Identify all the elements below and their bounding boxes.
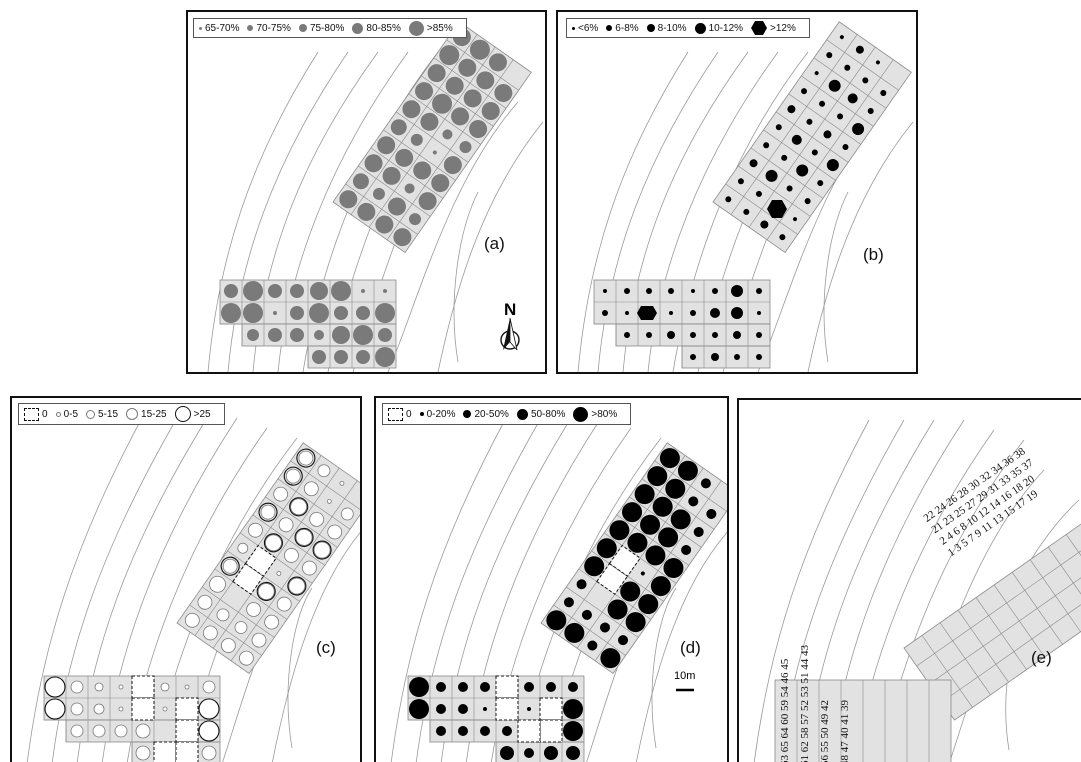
legend-symbol [572, 26, 575, 30]
legend-label: 8-10% [657, 22, 687, 34]
legend-label: 70-75% [256, 22, 291, 34]
panel-e-map [753, 419, 1081, 762]
panel-label-d: (d) [680, 638, 701, 657]
legend-symbol [419, 412, 424, 416]
panel-b: <6% 6-8% 8-10% 10-12% >12% (b) [556, 10, 918, 374]
legend-label: 10-12% [708, 22, 744, 34]
legend-label: <6% [578, 22, 599, 34]
panel-b-map [577, 21, 914, 372]
panel-c: 0 0-5 5-15 15-25 >25 (c) [10, 396, 362, 762]
panel-label-e: (e) [1031, 648, 1052, 667]
legend-label: 0-5 [63, 408, 79, 420]
legend-label: 0 [406, 408, 412, 420]
legend-a: 65-70% 70-75% 75-80% 80-85% >85% [193, 18, 467, 38]
legend-symbol [86, 409, 96, 419]
legend-symbol [463, 410, 472, 418]
panel-label-c: (c) [316, 638, 336, 657]
legend-label: 65-70% [205, 22, 240, 34]
lower-grid [219, 279, 397, 369]
panel-d: 0 0-20% 20-50% 50-80% >80% (d) 10m [374, 396, 729, 762]
grid-row: 48 47 40 41 39 [839, 700, 851, 762]
legend-label: 50-80% [530, 408, 566, 420]
legend-symbol [298, 24, 307, 32]
legend-label: 0 [42, 408, 48, 420]
legend-label: >12% [770, 22, 796, 34]
hexagon-icon [751, 21, 768, 35]
legend-c: 0 0-5 5-15 15-25 >25 [18, 403, 225, 425]
legend-label: 5-15 [98, 408, 119, 420]
legend-label: 80-85% [366, 22, 401, 34]
panel-label-a: (a) [484, 234, 505, 253]
scale-label: 10m [674, 670, 696, 682]
legend-symbol [606, 25, 613, 31]
legend-label: 6-8% [615, 22, 639, 34]
legend-symbol [55, 411, 61, 417]
north-arrow-icon [500, 317, 520, 351]
legend-symbol [646, 24, 655, 32]
legend-symbol [247, 25, 254, 31]
legend-symbol [573, 406, 589, 422]
grid-row: 61 62 58 57 52 53 51 44 43 [799, 645, 811, 762]
legend-symbol [199, 26, 202, 30]
panel-e: (e) 22 24 26 28 30 32 34 36 38 21 23 25 … [737, 398, 1081, 762]
dashed-square-icon [24, 407, 39, 421]
legend-symbol [694, 22, 706, 34]
legend-label: >25 [193, 408, 211, 420]
grid-row: 63 65 64 60 59 54 46 45 [779, 658, 791, 762]
grid-row: 56 55 50 49 42 [819, 700, 831, 762]
legend-symbol [352, 22, 364, 34]
legend-label: 20-50% [474, 408, 509, 420]
legend-label: >85% [426, 22, 453, 34]
legend-b: <6% 6-8% 8-10% 10-12% >12% [566, 18, 810, 38]
legend-label: >80% [591, 408, 618, 420]
upper-grid [332, 21, 532, 254]
legend-label: 0-20% [426, 408, 456, 420]
panel-d-map [390, 417, 727, 762]
legend-symbol [408, 20, 424, 36]
dashed-square-icon [388, 407, 403, 421]
legend-symbol [516, 408, 528, 420]
grid-numbers-lower: 63 65 64 60 59 54 46 45 61 62 58 57 52 5… [775, 645, 855, 762]
legend-symbol [126, 408, 139, 420]
legend-label: 75-80% [309, 22, 345, 34]
legend-label: 15-25 [141, 408, 167, 420]
panel-label-b: (b) [863, 245, 884, 264]
hexagon-marker [767, 200, 787, 218]
legend-d: 0 0-20% 20-50% 50-80% >80% [382, 403, 632, 425]
panel-a: 65-70% 70-75% 75-80% 80-85% >85% (a) N [186, 10, 547, 374]
north-label: N [504, 300, 517, 319]
panel-a-map [207, 21, 544, 372]
panel-c-map [26, 417, 360, 762]
legend-symbol [174, 406, 191, 422]
